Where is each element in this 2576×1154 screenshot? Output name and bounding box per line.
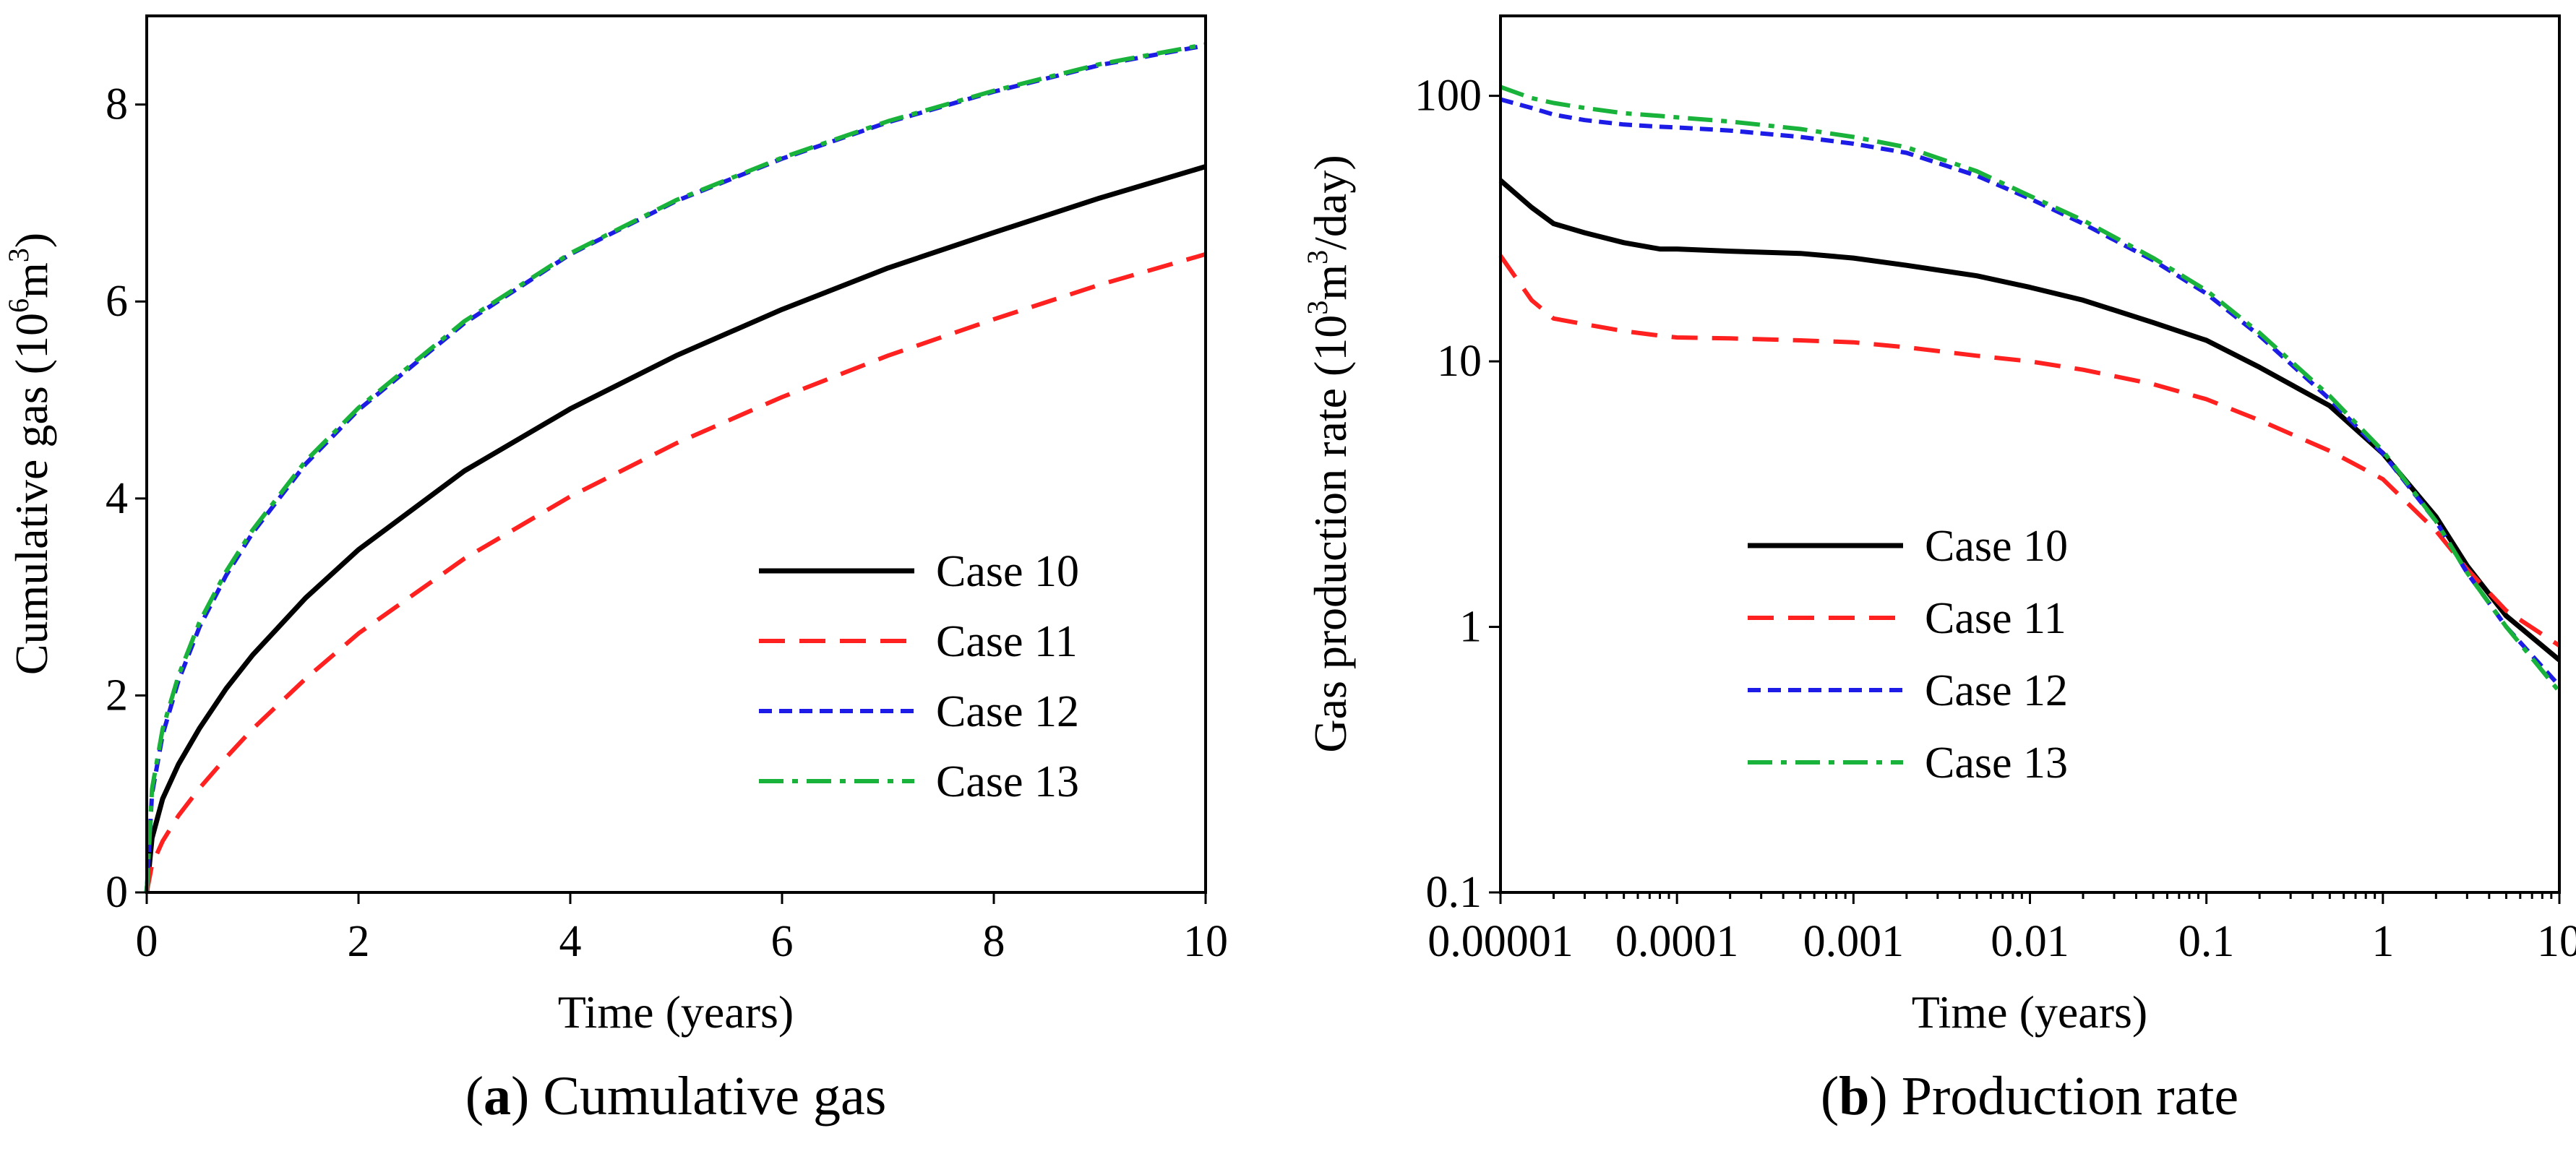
panel-a-ylabel-sup1: 6 bbox=[2, 298, 35, 313]
panel-a-ytick-label: 6 bbox=[106, 277, 128, 326]
panel-a-xtick-label: 10 bbox=[1183, 917, 1228, 966]
panel-b-xtick-label: 0.001 bbox=[1803, 917, 1905, 966]
panel-a-xtick-label: 8 bbox=[983, 917, 1005, 966]
panel-b-legend-label-case11: Case 11 bbox=[1925, 594, 2066, 643]
panel-b-caption-text: Production rate bbox=[1888, 1066, 2238, 1127]
panel-b-xtick-label: 0.00001 bbox=[1427, 917, 1573, 966]
panel-b-xtick-label: 0.01 bbox=[1991, 917, 2069, 966]
panel-a: 0 2 4 6 8 10 0 2 4 6 8 Time (years) Cumulative gas… bbox=[2, 14, 1228, 1127]
panel-a-ylabel-sup2: 3 bbox=[2, 248, 35, 262]
panel-a-legend-label-case13: Case 13 bbox=[936, 757, 1079, 806]
panel-a-plot-frame bbox=[145, 14, 1207, 894]
panel-b-ytick-label: 0.1 bbox=[1426, 868, 1482, 917]
panel-a-ylabel-part2: m bbox=[6, 262, 57, 298]
panel-a-caption-letter: a bbox=[484, 1066, 511, 1127]
panel-b-series-case10 bbox=[1498, 178, 2562, 663]
panel-a-xtick-label: 2 bbox=[348, 917, 370, 966]
panel-b-ylabel: Gas production rate (103m3/day) bbox=[1301, 155, 1356, 752]
panel-b-legend-label-case13: Case 13 bbox=[1925, 739, 2068, 788]
panel-a-caption-text: Cumulative gas bbox=[529, 1066, 886, 1127]
panel-b-ylabel-part2: m bbox=[1305, 264, 1356, 301]
panel-b-xtick-label: 10 bbox=[2537, 917, 2576, 966]
panel-b-xtick-label: 0.1 bbox=[2178, 917, 2235, 966]
panel-b-ylabel-sup2: 3 bbox=[1301, 250, 1334, 264]
panel-b: 0.00001 0.0001 0.001 0.01 0.1 1 10 0.1 1 10 100 Ti… bbox=[1301, 14, 2576, 1127]
panel-a-ylabel-part1: Cumulative gas (10 bbox=[6, 313, 57, 675]
panel-a-xtick-label: 0 bbox=[136, 917, 158, 966]
panel-b-ylabel-part3: /day) bbox=[1305, 155, 1356, 250]
panel-b-xtick-label: 0.0001 bbox=[1615, 917, 1739, 966]
panel-a-legend: Case 10 Case 11 Case 12 Case 13 bbox=[759, 547, 1079, 806]
panel-b-ylabel-sup1: 3 bbox=[1301, 301, 1334, 315]
panel-a-xlabel: Time (years) bbox=[558, 986, 794, 1038]
panel-b-series-case11 bbox=[1498, 254, 2561, 648]
panel-a-caption: (a) Cumulative gas bbox=[465, 1066, 887, 1127]
panel-b-series-case12 bbox=[1500, 97, 2562, 688]
panel-a-gridlayer bbox=[144, 42, 1206, 893]
panel-a-ytick-label: 2 bbox=[106, 671, 128, 720]
panel-a-series-case13 bbox=[145, 42, 1206, 893]
panel-a-xtick-label: 4 bbox=[559, 917, 582, 966]
panel-a-legend-label-case10: Case 10 bbox=[936, 547, 1079, 596]
panel-a-ytick-label: 8 bbox=[106, 80, 128, 129]
panel-b-legend-label-case12: Case 12 bbox=[1925, 666, 2068, 715]
panel-b-caption: (b) Production rate bbox=[1821, 1066, 2238, 1127]
panel-b-xlabel: Time (years) bbox=[1912, 986, 2147, 1038]
panel-b-ticks: 0.00001 0.0001 0.001 0.01 0.1 1 10 0.1 1 10 100 bbox=[1414, 72, 2576, 966]
panel-b-ylabel-part1: Gas production rate (10 bbox=[1305, 315, 1356, 753]
panel-b-ytick-label: 100 bbox=[1414, 72, 1482, 121]
panel-b-xtick-label: 1 bbox=[2371, 917, 2394, 966]
panel-b-ytick-label: 10 bbox=[1437, 337, 1482, 386]
panel-a-legend-label-case11: Case 11 bbox=[936, 617, 1078, 666]
panel-a-ytick-label: 0 bbox=[106, 868, 128, 917]
panel-a-series-case10 bbox=[144, 164, 1206, 893]
panel-a-xtick-label: 6 bbox=[771, 917, 794, 966]
panel-b-gridlayer bbox=[1498, 85, 2562, 694]
panel-a-series-case11 bbox=[145, 251, 1206, 893]
panel-b-series-case13 bbox=[1499, 85, 2562, 694]
panel-b-ytick-label: 1 bbox=[1459, 603, 1482, 652]
panel-b-legend-label-case10: Case 10 bbox=[1925, 522, 2068, 571]
panel-a-ylabel-part3: ) bbox=[6, 233, 57, 248]
panel-a-ylabel: Cumulative gas (106m3) bbox=[2, 233, 57, 675]
panel-b-caption-letter: b bbox=[1839, 1066, 1869, 1127]
panel-a-ticks: 0 2 4 6 8 10 0 2 4 6 8 bbox=[106, 80, 1228, 966]
panel-a-ytick-label: 4 bbox=[106, 474, 128, 523]
panel-a-legend-label-case12: Case 12 bbox=[936, 687, 1079, 736]
panel-b-legend: Case 10 Case 11 Case 12 Case 13 bbox=[1748, 522, 2068, 788]
